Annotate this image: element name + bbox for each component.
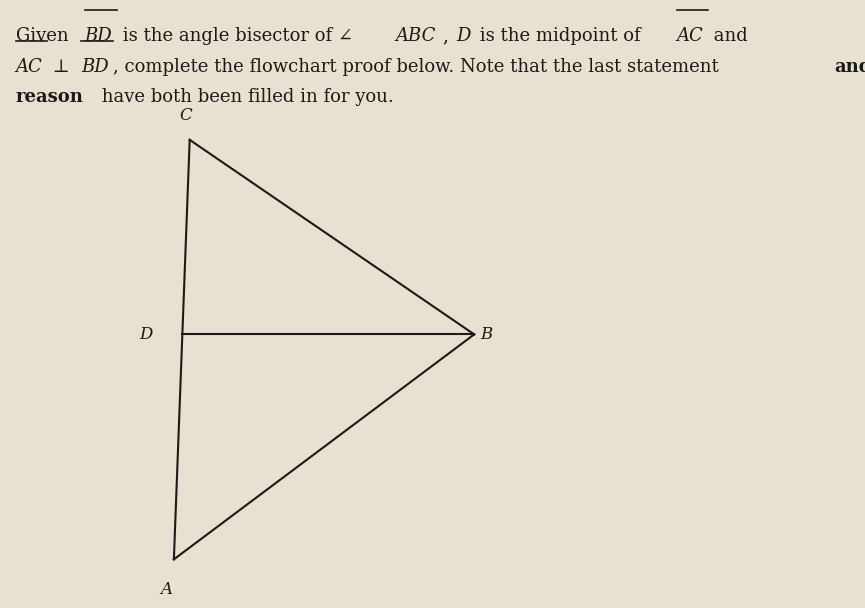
- Text: is the midpoint of: is the midpoint of: [473, 27, 646, 46]
- Text: B: B: [480, 326, 492, 343]
- Text: ABC: ABC: [395, 27, 436, 46]
- Text: , complete the flowchart proof below. Note that the last statement: , complete the flowchart proof below. No…: [113, 58, 725, 76]
- Text: reason: reason: [16, 88, 84, 106]
- Text: D: D: [139, 326, 153, 343]
- Text: BD: BD: [80, 58, 108, 76]
- Text: C: C: [179, 107, 192, 124]
- Text: A: A: [160, 581, 172, 598]
- Text: ⊥: ⊥: [48, 58, 76, 76]
- Text: ,: ,: [443, 27, 454, 46]
- Text: have both been filled in for you.: have both been filled in for you.: [96, 88, 394, 106]
- Text: Given: Given: [16, 27, 74, 46]
- Text: AC: AC: [16, 58, 42, 76]
- Text: is the angle bisector of ∠: is the angle bisector of ∠: [117, 27, 353, 46]
- Text: AC: AC: [676, 27, 703, 46]
- Text: and: and: [708, 27, 748, 46]
- Text: BD: BD: [85, 27, 112, 46]
- Text: and: and: [835, 58, 865, 76]
- Text: D: D: [457, 27, 471, 46]
